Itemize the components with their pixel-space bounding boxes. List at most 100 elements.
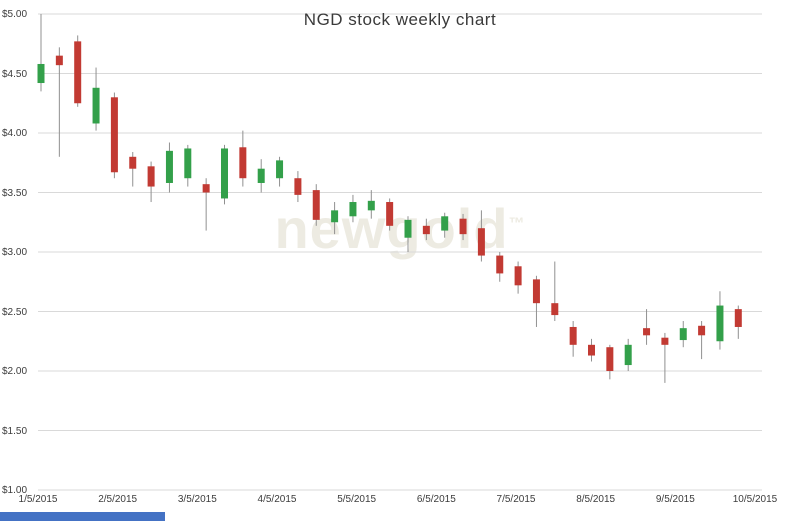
candle-body: [147, 166, 155, 187]
y-tick-label: $2.00: [2, 366, 28, 377]
candle: [698, 321, 706, 360]
candle: [404, 216, 412, 252]
candle: [367, 190, 375, 219]
candle-body: [734, 309, 742, 327]
candle: [661, 332, 669, 383]
candle: [551, 261, 559, 322]
y-tick-label: $5.00: [2, 9, 28, 20]
candle-body: [331, 210, 339, 223]
x-tick-label: 10/5/2015: [732, 494, 778, 505]
candle: [312, 184, 320, 226]
candle: [422, 218, 430, 241]
candle: [588, 338, 595, 362]
y-tick-label: $3.00: [2, 247, 28, 258]
candle-body: [404, 219, 412, 238]
x-tick-label: 3/5/2015: [177, 494, 217, 505]
candle: [129, 152, 137, 187]
candle-body: [312, 190, 320, 220]
candle: [257, 159, 265, 193]
candle-body: [514, 266, 522, 286]
x-tick-label: 6/5/2015: [416, 494, 456, 505]
candle: [532, 275, 540, 327]
candle: [643, 309, 651, 345]
candle-body: [661, 337, 669, 345]
candle-body: [276, 160, 284, 179]
candle-body: [74, 41, 82, 104]
candle-body: [532, 279, 540, 304]
y-tick-label: $4.00: [2, 128, 28, 139]
candle: [679, 321, 687, 348]
candle-body: [92, 87, 100, 124]
candle: [110, 92, 118, 179]
y-tick-label: $2.50: [2, 306, 28, 318]
x-tick-label: 1/5/2015: [18, 494, 58, 505]
y-tick-label: $1.00: [2, 485, 28, 496]
candle-body: [239, 147, 247, 179]
candle: [294, 171, 302, 203]
candle-body: [37, 63, 45, 84]
candle: [202, 178, 210, 231]
candle: [349, 194, 357, 223]
candle: [569, 321, 577, 357]
candle-body: [165, 150, 173, 183]
candle: [239, 130, 247, 187]
candle: [477, 210, 485, 262]
candle: [606, 344, 614, 380]
candle-body: [441, 216, 449, 231]
candle-body: [588, 344, 595, 356]
candle: [459, 213, 467, 241]
candle: [331, 202, 339, 235]
horizontal-scrollbar-thumb[interactable]: [0, 512, 165, 521]
x-tick-label: 8/5/2015: [576, 494, 616, 505]
x-tick-label: 2/5/2015: [98, 494, 138, 505]
candle: [514, 261, 522, 294]
candle-body: [551, 303, 559, 316]
trademark-symbol: ™: [508, 215, 526, 233]
candle-body: [202, 184, 210, 193]
candle: [221, 144, 228, 205]
candle-body: [257, 168, 265, 183]
candle-body: [422, 225, 430, 235]
candle: [276, 156, 284, 187]
candle: [716, 291, 724, 350]
candle-body: [55, 55, 63, 66]
candle-body: [716, 305, 724, 342]
candle: [386, 198, 394, 231]
candle-body: [569, 326, 577, 345]
candle-body: [184, 148, 192, 179]
candle: [37, 14, 45, 92]
candle: [734, 305, 742, 339]
candle: [147, 161, 155, 203]
candle: [496, 252, 504, 282]
candle-body: [129, 156, 137, 169]
candle: [184, 144, 192, 187]
y-tick-label: $4.50: [2, 68, 28, 80]
candle: [441, 212, 449, 238]
candle: [624, 338, 632, 371]
y-tick-label: $1.50: [2, 425, 28, 437]
candle-body: [367, 200, 375, 211]
candle-body: [698, 325, 706, 336]
x-tick-label: 7/5/2015: [496, 494, 536, 505]
x-tick-label: 4/5/2015: [257, 494, 297, 505]
candle-body: [459, 218, 467, 235]
chart-title: NGD stock weekly chart: [303, 10, 497, 29]
y-tick-label: $3.50: [2, 187, 28, 199]
candle-body: [294, 178, 302, 195]
candle-body: [679, 328, 687, 341]
candle: [92, 67, 100, 131]
candle-body: [349, 202, 357, 217]
x-tick-label: 9/5/2015: [655, 494, 695, 505]
candle-body: [496, 255, 504, 274]
candle: [74, 35, 82, 107]
candle: [55, 47, 63, 157]
candle-body: [477, 228, 485, 256]
candle-body: [624, 344, 632, 366]
candle-body: [606, 347, 614, 371]
candle: [165, 142, 173, 193]
x-tick-label: 5/5/2015: [337, 494, 377, 505]
candle-body: [110, 97, 118, 173]
candle-body: [386, 202, 394, 226]
